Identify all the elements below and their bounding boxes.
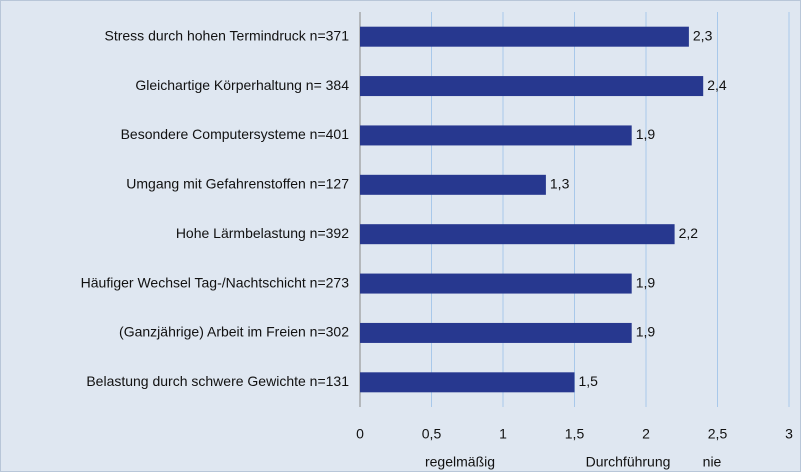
- y-tick-label: Besondere Computersysteme n=401: [121, 126, 350, 142]
- y-tick-label: Stress durch hohen Termindruck n=371: [105, 27, 350, 43]
- y-tick-label: Umgang mit Gefahrenstoffen n=127: [126, 176, 349, 192]
- axis-annotation: regelmäßig: [425, 454, 495, 470]
- bar: [360, 76, 704, 97]
- y-tick-label: (Ganzjährige) Arbeit im Freien n=302: [119, 324, 349, 340]
- x-tick-label: 1,5: [565, 426, 585, 442]
- bar: [360, 125, 632, 146]
- bar: [360, 224, 675, 245]
- data-label: 1,9: [636, 126, 656, 142]
- x-tick-label: 2: [642, 426, 650, 442]
- x-tick-label: 0,5: [422, 426, 442, 442]
- data-label: 1,3: [550, 176, 570, 192]
- bar: [360, 26, 689, 47]
- data-label: 2,4: [707, 77, 727, 93]
- data-label: 1,9: [636, 324, 656, 340]
- bar: [360, 322, 632, 343]
- axis-annotation: Durchführung: [586, 454, 671, 470]
- bar: [360, 273, 632, 294]
- x-tick-label: 2,5: [708, 426, 728, 442]
- data-label: 2,2: [679, 225, 699, 241]
- bar: [360, 372, 575, 393]
- data-label: 2,3: [693, 27, 713, 43]
- y-tick-label: Häufiger Wechsel Tag-/Nachtschicht n=273: [81, 274, 350, 290]
- x-tick-label: 1: [499, 426, 507, 442]
- x-tick-label: 0: [356, 426, 364, 442]
- data-label: 1,5: [579, 373, 599, 389]
- y-tick-label: Gleichartige Körperhaltung n= 384: [135, 77, 349, 93]
- x-tick-label: 3: [785, 426, 793, 442]
- data-label: 1,9: [636, 274, 656, 290]
- axis-annotation: nie: [703, 454, 722, 470]
- y-tick-label: Belastung durch schwere Gewichte n=131: [86, 373, 349, 389]
- y-tick-label: Hohe Lärmbelastung n=392: [176, 225, 349, 241]
- bar: [360, 174, 546, 195]
